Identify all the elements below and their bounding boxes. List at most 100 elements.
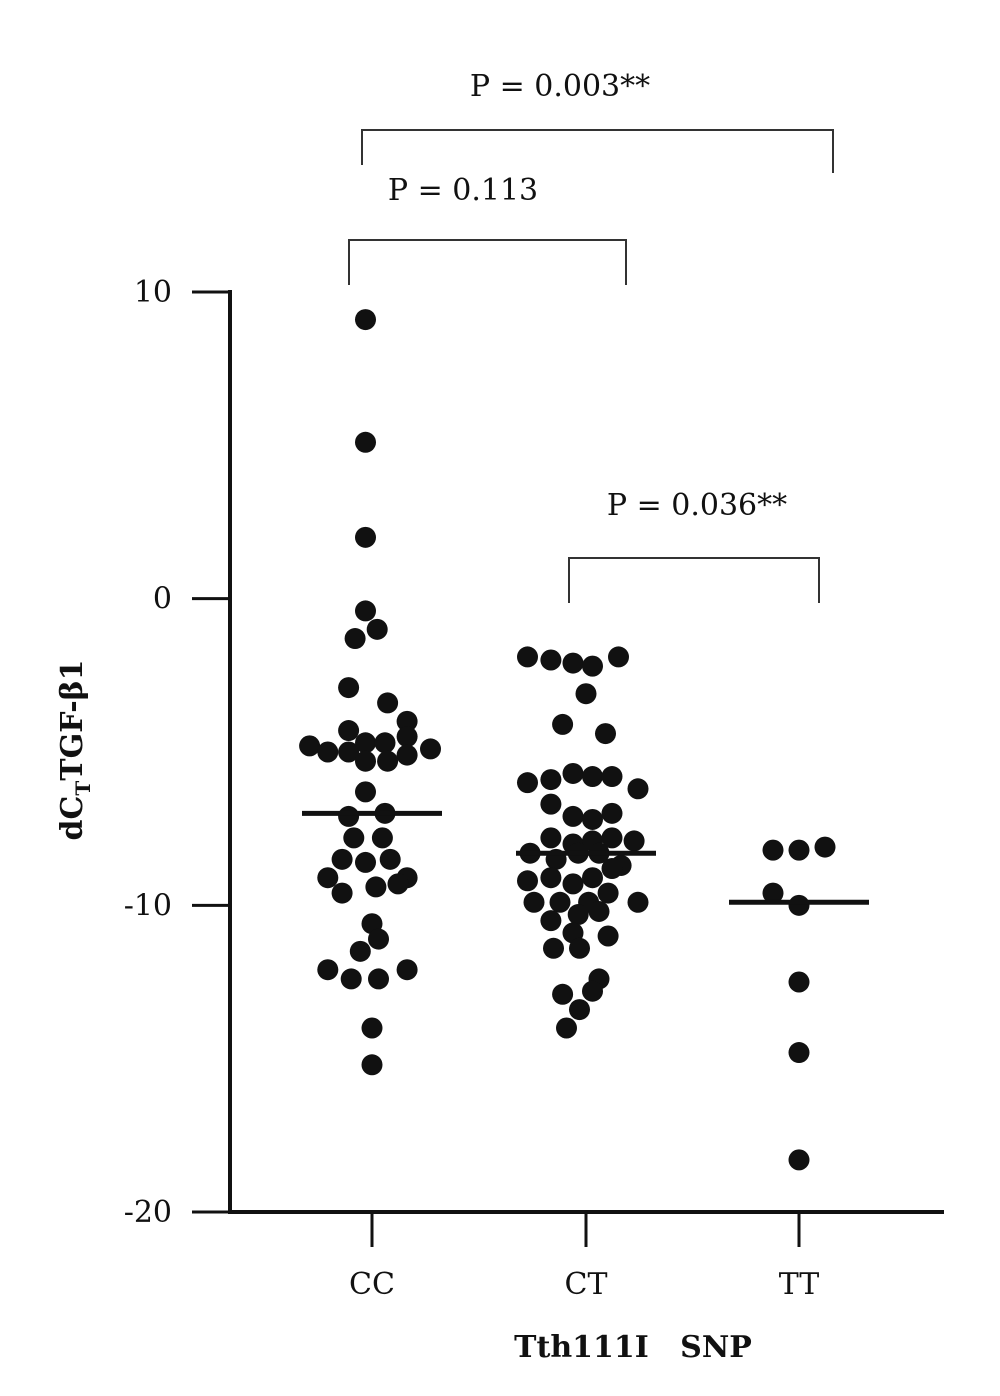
x-axis-ticks: CC CT TT (349, 1212, 819, 1302)
data-point (788, 971, 810, 993)
data-point (567, 904, 589, 926)
data-points (299, 309, 836, 1171)
data-point (374, 732, 396, 754)
data-point (340, 968, 362, 990)
data-point (420, 738, 441, 760)
data-point (788, 894, 810, 916)
data-point (562, 652, 584, 674)
data-point (788, 1149, 810, 1171)
data-point (396, 726, 418, 748)
data-point (355, 781, 376, 803)
data-point (582, 655, 603, 677)
data-point (361, 1054, 383, 1076)
y-tick-label: 0 (153, 582, 172, 617)
data-point (582, 867, 603, 889)
y-axis-ticks: 10 0 -10 -20 (124, 275, 230, 1230)
data-point (627, 778, 649, 800)
data-point (338, 805, 360, 827)
data-point (552, 713, 574, 735)
data-point (762, 839, 784, 861)
data-point (562, 873, 584, 895)
data-point (569, 999, 590, 1021)
p-value-ct-tt: P = 0.036** (607, 488, 787, 523)
data-point (597, 882, 619, 904)
data-point (543, 937, 564, 959)
data-point (355, 851, 376, 873)
data-point (338, 677, 360, 699)
data-point (627, 891, 649, 913)
data-point (366, 618, 388, 640)
data-point (355, 526, 376, 548)
data-point (549, 891, 571, 913)
data-point (355, 750, 376, 772)
data-point (355, 309, 376, 331)
data-point (540, 827, 562, 849)
data-point (371, 827, 393, 849)
data-point (540, 910, 562, 932)
data-point (762, 882, 784, 904)
data-point (368, 928, 389, 950)
data-point (396, 710, 418, 732)
data-point (788, 839, 810, 861)
significance-bracket-cc-ct: P = 0.113 (348, 173, 627, 285)
data-point (562, 805, 584, 827)
x-tick-label: TT (779, 1267, 820, 1302)
data-point (377, 692, 399, 714)
data-point (601, 766, 623, 788)
y-tick-label: 10 (134, 275, 172, 310)
data-point (361, 1017, 383, 1039)
data-point (396, 959, 418, 981)
data-point (582, 766, 603, 788)
p-value-cc-ct: P = 0.113 (388, 173, 538, 208)
data-point (355, 732, 376, 754)
significance-bracket-ct-tt: P = 0.036** (568, 488, 820, 603)
y-axis-title: dCTTGF-β1 (55, 660, 95, 841)
data-point (344, 628, 366, 650)
data-point (355, 600, 376, 622)
data-point (299, 735, 321, 757)
data-point (349, 940, 371, 962)
data-point (623, 830, 645, 852)
y-tick-label: -20 (124, 1195, 172, 1230)
data-point (517, 870, 538, 892)
data-point (379, 848, 401, 870)
data-point (317, 741, 339, 763)
data-point (355, 431, 376, 453)
data-point (377, 750, 399, 772)
data-point (517, 646, 538, 668)
data-point (331, 848, 353, 870)
data-point (575, 683, 597, 705)
data-point (601, 827, 623, 849)
data-point (788, 1042, 810, 1064)
data-point (387, 873, 409, 895)
data-point (540, 867, 562, 889)
x-tick-label: CC (349, 1267, 395, 1302)
data-point (597, 925, 619, 947)
data-point (365, 876, 387, 898)
data-point (540, 769, 562, 791)
data-point (601, 858, 623, 880)
data-point (582, 980, 603, 1002)
data-point (338, 720, 360, 742)
data-point (556, 1017, 577, 1039)
data-point (317, 867, 339, 889)
data-point (569, 937, 590, 959)
significance-bracket-cc-tt: P = 0.003** (361, 69, 834, 173)
data-point (814, 836, 836, 858)
data-point (338, 741, 360, 763)
data-point (517, 772, 538, 794)
data-point (582, 808, 603, 830)
data-point (552, 983, 574, 1005)
data-point (601, 802, 623, 824)
y-tick-label: -10 (124, 888, 172, 923)
x-axis-title: Tth111I SNP (514, 1330, 752, 1365)
data-point (368, 968, 389, 990)
data-point (588, 900, 610, 922)
mean-lines (302, 810, 869, 905)
data-point (343, 827, 365, 849)
data-point (523, 891, 545, 913)
x-tick-label: CT (565, 1267, 608, 1302)
data-point (396, 744, 418, 766)
data-point (331, 882, 353, 904)
